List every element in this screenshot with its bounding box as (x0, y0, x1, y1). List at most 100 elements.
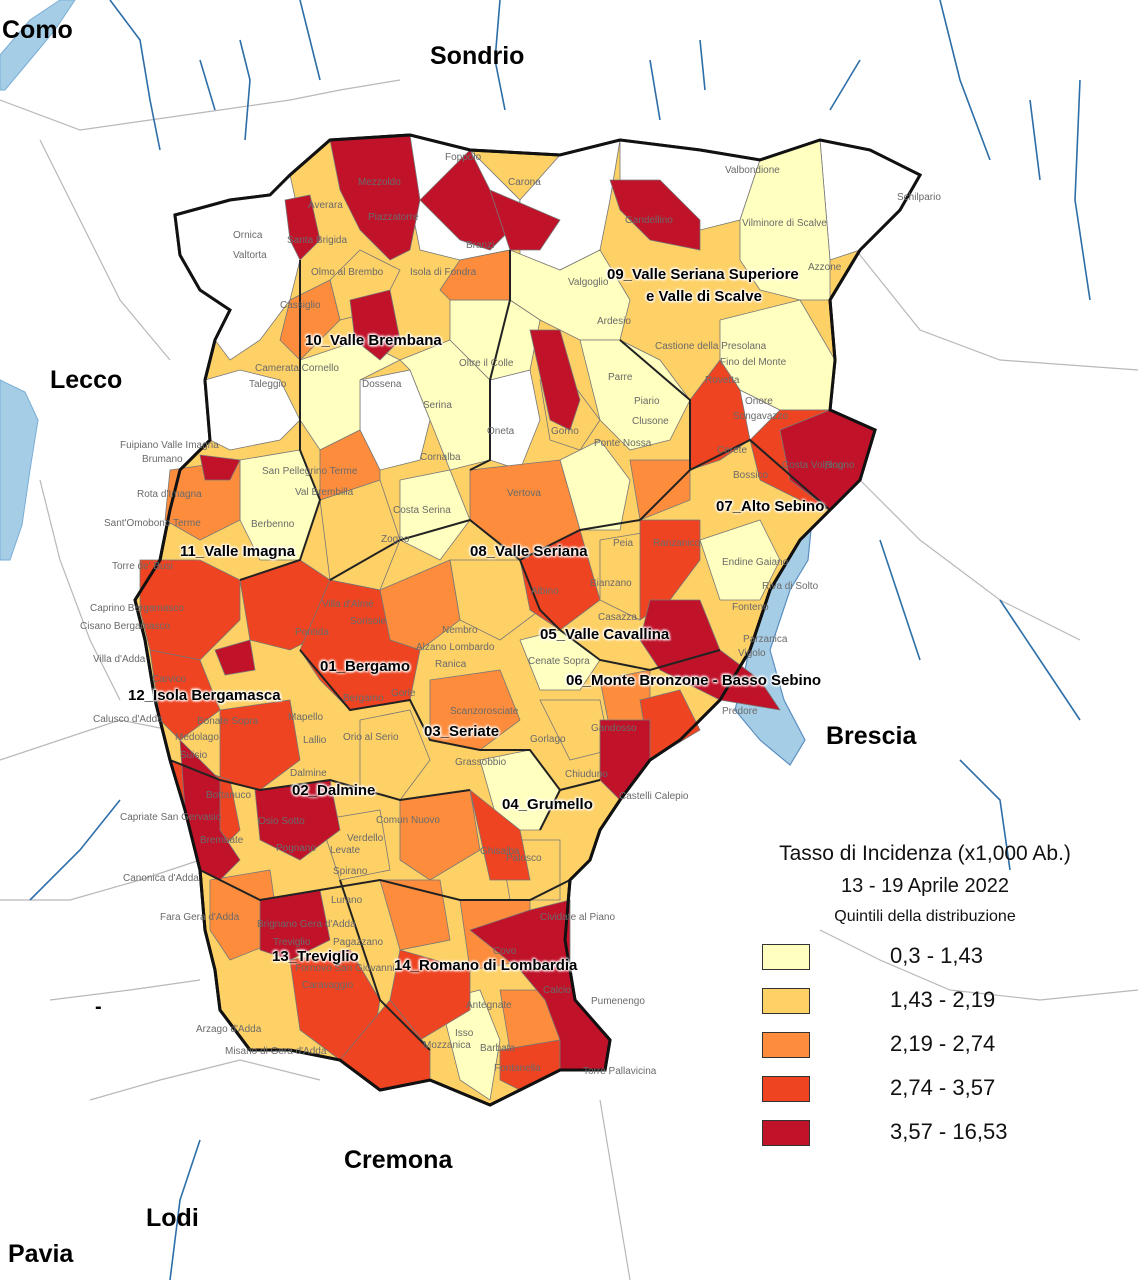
town-label: Lurano (331, 895, 363, 906)
municipalities (139, 134, 921, 1101)
district-boundaries (169, 250, 831, 1051)
district-label-bergamo: 01_Bergamo (320, 658, 411, 675)
town-label: Treviglio (273, 937, 311, 948)
municipality (389, 949, 471, 1041)
town-label: Rovetta (705, 375, 740, 386)
municipality (469, 899, 571, 971)
town-label: Cenate Sopra (528, 656, 590, 667)
town-label: Val Brembilla (295, 487, 354, 498)
town-label: Gorle (391, 688, 416, 699)
district-label-alto-sebino: 07_Alto Sebino (716, 498, 825, 515)
town-label: Medolago (175, 732, 219, 743)
municipality (204, 369, 301, 451)
province-label-cremona: Cremona (344, 1146, 453, 1174)
province-label-lecco: Lecco (50, 366, 123, 394)
municipality (329, 134, 421, 261)
town-label: Chiuduno (565, 769, 608, 780)
town-label: Ghisalba (480, 846, 520, 857)
town-label: Scanzorosciate (450, 706, 519, 717)
municipality (349, 289, 401, 361)
town-label: Alzano Lombardo (416, 642, 495, 653)
town-label: Gorno (551, 426, 579, 437)
town-label: Suisio (180, 750, 208, 761)
town-label: Costa Serina (393, 505, 451, 516)
province-label-lodi: Lodi (146, 1204, 199, 1232)
town-label: Valtorta (233, 250, 267, 261)
town-label: Covo (493, 946, 517, 957)
town-label: Ranzanico (653, 538, 701, 549)
town-label: Isola di Fondra (410, 267, 477, 278)
town-label: Albino (531, 586, 559, 597)
town-label: Nembro (442, 625, 478, 636)
town-label: Oneta (487, 426, 515, 437)
lake-lecco (0, 379, 39, 561)
town-label: Fontanella (494, 1063, 541, 1074)
town-label: Vigolo (738, 648, 766, 659)
district-label-isola-bergamasca: 12_Isola Bergamasca (128, 687, 281, 704)
town-label: Serina (423, 400, 452, 411)
town-label: Mapello (288, 712, 324, 723)
town-label: Cisano Bergamasco (80, 621, 171, 632)
legend-range: 3,57 - 16,53 (890, 1119, 1008, 1144)
municipality (529, 329, 581, 431)
legend: Tasso di Incidenza (x1,000 Ab.) 13 - 19 … (760, 838, 1090, 1160)
town-label: Valgoglio (568, 277, 609, 288)
town-label: Olmo al Brembo (311, 267, 384, 278)
town-label: Bottanuco (206, 790, 252, 801)
town-label: Bonate Sopra (197, 716, 259, 727)
town-label: Cornalba (420, 452, 461, 463)
province-label-brescia: Brescia (826, 722, 917, 750)
town-label: Cassiglio (280, 300, 321, 311)
town-label: Torre Pallavicina (583, 1066, 657, 1077)
legend-period: 13 - 19 Aprile 2022 (841, 875, 1009, 897)
district-label-seriate: 03_Seriate (424, 723, 500, 740)
legend-row: 0,3 - 1,43 (760, 940, 1090, 984)
town-label: Canonica d'Adda (123, 873, 199, 884)
town-label: Orio al Serio (343, 732, 399, 743)
town-label: Spirano (333, 866, 368, 877)
town-label: Vertova (507, 488, 541, 499)
municipality (199, 454, 241, 481)
town-label: Fornovo San Giovanni (295, 963, 395, 974)
town-label: Calusco d'Adda (93, 714, 163, 725)
town-label: Branzi (466, 240, 495, 251)
town-label: Dalmine (290, 768, 327, 779)
town-label: Taleggio (249, 379, 287, 390)
town-label: Bianzano (590, 578, 632, 589)
legend-swatch (762, 1120, 810, 1146)
town-label: Verdello (347, 833, 384, 844)
town-label: Brumano (142, 454, 183, 465)
town-label: Zogno (381, 534, 410, 545)
district-label-romano: 14_Romano di Lombardia (394, 957, 578, 974)
town-label: Casazza (598, 612, 637, 623)
district-label-dalmine: 02_Dalmine (292, 782, 376, 799)
district-label-treviglio: 13_Treviglio (272, 948, 359, 965)
legend-swatch (762, 1032, 810, 1058)
legend-row: 1,43 - 2,19 (760, 984, 1090, 1028)
town-label: Oltre il Colle (459, 358, 514, 369)
town-label: Vilminore di Scalve (742, 218, 827, 229)
legend-row: 3,57 - 16,53 (760, 1116, 1090, 1160)
town-label: Gandellino (625, 215, 673, 226)
town-label: Azzone (808, 262, 842, 273)
municipality (639, 519, 701, 621)
district-label-monte-bronzone: 06_Monte Bronzone - Basso Sebino (566, 672, 822, 689)
legend-swatch (762, 988, 810, 1014)
municipality (399, 469, 471, 561)
municipality (359, 709, 431, 801)
town-label: Gorlago (530, 734, 566, 745)
town-label: Peia (613, 538, 634, 549)
legend-range: 1,43 - 2,19 (890, 987, 996, 1012)
district-label-valle-seriana: 08_Valle Seriana (470, 543, 588, 560)
town-label: Bergamo (343, 693, 384, 704)
town-label: Ponte Nossa (594, 438, 652, 449)
town-label: Schilpario (897, 192, 941, 203)
legend-swatch (762, 1076, 810, 1102)
town-label: Ornica (233, 230, 263, 241)
town-label: Misano di Gera d'Adda (225, 1046, 327, 1057)
town-label: San Pellegrino Terme (262, 466, 358, 477)
municipality (579, 339, 691, 451)
town-label: Costa Volpino (782, 460, 844, 471)
external-boundaries (0, 79, 1138, 1280)
town-label: Fino del Monte (720, 357, 787, 368)
